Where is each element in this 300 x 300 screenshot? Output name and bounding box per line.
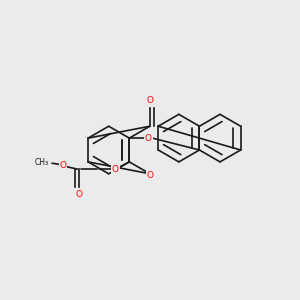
Text: O: O	[145, 134, 152, 142]
Text: O: O	[146, 96, 153, 105]
Text: O: O	[76, 190, 82, 199]
Text: O: O	[112, 165, 119, 174]
Text: O: O	[146, 171, 153, 180]
Text: O: O	[59, 161, 66, 170]
Text: CH₃: CH₃	[34, 158, 49, 167]
